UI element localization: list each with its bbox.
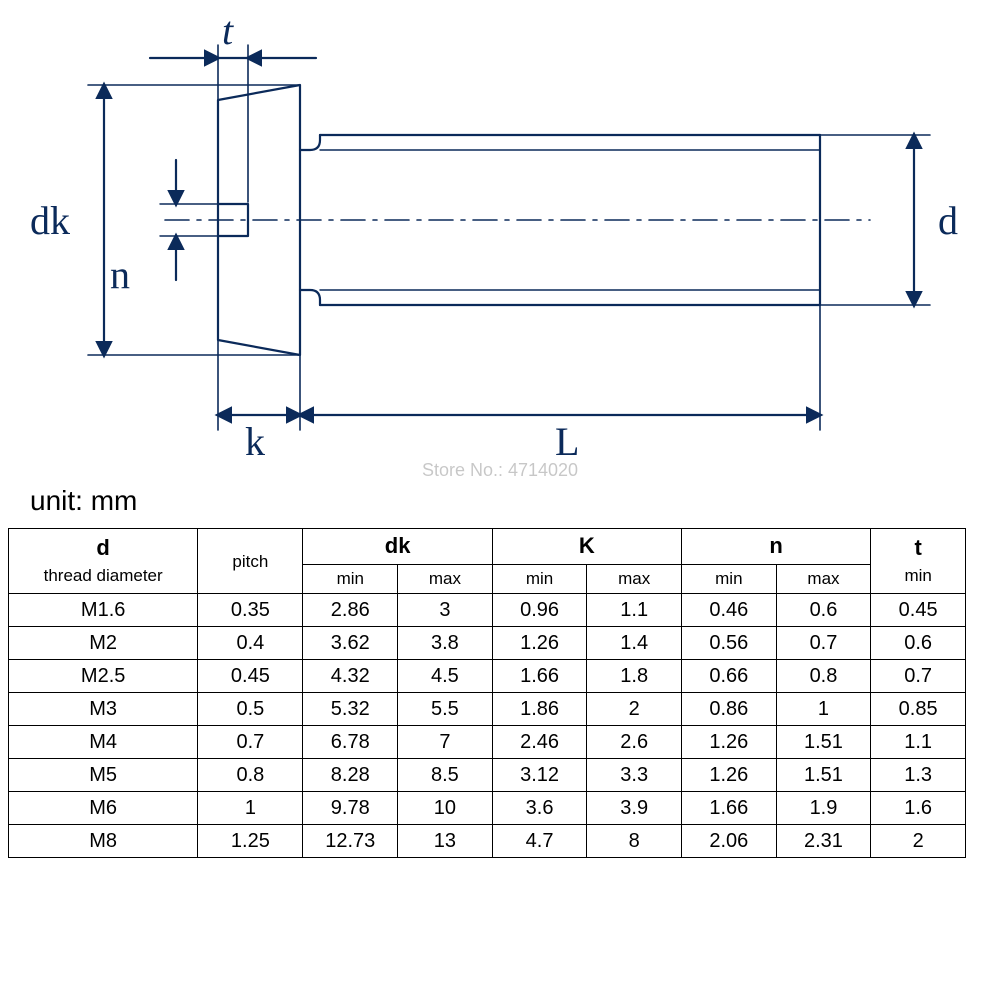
table-cell: 1.66 (492, 659, 587, 692)
table-cell: 5.32 (303, 692, 398, 725)
dimension-table: d thread diameter pitch dk K n t min min… (8, 528, 966, 858)
table-cell: 9.78 (303, 791, 398, 824)
table-row: M1.60.352.8630.961.10.460.60.45 (9, 593, 966, 626)
table-cell: 0.86 (682, 692, 777, 725)
table-cell: M4 (9, 725, 198, 758)
table-cell: 0.85 (871, 692, 966, 725)
table-cell: 2.06 (682, 824, 777, 857)
table-cell: 0.6 (871, 626, 966, 659)
dim-label-n: n (110, 252, 130, 297)
table-cell: 1.8 (587, 659, 682, 692)
dim-label-d: d (938, 198, 958, 243)
table-cell: 1.86 (492, 692, 587, 725)
table-row: M2.50.454.324.51.661.80.660.80.7 (9, 659, 966, 692)
table-cell: 1.9 (776, 791, 871, 824)
table-cell: 0.45 (871, 593, 966, 626)
table-row: M81.2512.73134.782.062.312 (9, 824, 966, 857)
table-cell: 0.7 (776, 626, 871, 659)
table-cell: 1 (198, 791, 303, 824)
table-cell: 3.8 (398, 626, 493, 659)
col-header-K: K (492, 529, 681, 565)
col-header-t: t min (871, 529, 966, 594)
table-cell: 1.6 (871, 791, 966, 824)
dim-label-k: k (245, 419, 265, 464)
table-cell: 1.26 (682, 725, 777, 758)
dim-label-L: L (555, 419, 579, 464)
table-cell: 1.25 (198, 824, 303, 857)
watermark-text: Store No.: 4714020 (422, 460, 578, 481)
table-cell: M8 (9, 824, 198, 857)
dim-label-t: t (222, 8, 234, 53)
unit-label: unit: mm (30, 485, 137, 517)
table-cell: 10 (398, 791, 493, 824)
table-cell: 1.26 (682, 758, 777, 791)
table-cell: 3.12 (492, 758, 587, 791)
col-header-pitch: pitch (198, 529, 303, 594)
table-cell: 0.66 (682, 659, 777, 692)
table-cell: 3.9 (587, 791, 682, 824)
table-cell: 1.1 (871, 725, 966, 758)
table-cell: 0.7 (198, 725, 303, 758)
table-cell: 3.62 (303, 626, 398, 659)
table-cell: 1 (776, 692, 871, 725)
col-header-dk: dk (303, 529, 492, 565)
table-cell: 6.78 (303, 725, 398, 758)
table-cell: 1.26 (492, 626, 587, 659)
table-cell: 8 (587, 824, 682, 857)
table-cell: M5 (9, 758, 198, 791)
table-cell: 3.6 (492, 791, 587, 824)
table-cell: 5.5 (398, 692, 493, 725)
table-cell: 8.5 (398, 758, 493, 791)
table-row: M50.88.288.53.123.31.261.511.3 (9, 758, 966, 791)
table-cell: 0.6 (776, 593, 871, 626)
table-cell: 1.66 (682, 791, 777, 824)
table-cell: 0.35 (198, 593, 303, 626)
table-cell: 0.5 (198, 692, 303, 725)
table-cell: 0.45 (198, 659, 303, 692)
table-cell: 1.51 (776, 758, 871, 791)
table-cell: 1.51 (776, 725, 871, 758)
table-cell: 1.1 (587, 593, 682, 626)
table-cell: 0.8 (198, 758, 303, 791)
table-cell: 2.46 (492, 725, 587, 758)
table-header-row-1: d thread diameter pitch dk K n t min (9, 529, 966, 565)
table-row: M619.78103.63.91.661.91.6 (9, 791, 966, 824)
table-cell: 4.7 (492, 824, 587, 857)
col-header-n: n (682, 529, 871, 565)
table-cell: M2 (9, 626, 198, 659)
col-header-d: d thread diameter (9, 529, 198, 594)
table-cell: 4.32 (303, 659, 398, 692)
table-cell: M1.6 (9, 593, 198, 626)
table-cell: 0.8 (776, 659, 871, 692)
table-cell: 4.5 (398, 659, 493, 692)
table-cell: 0.46 (682, 593, 777, 626)
table-cell: 0.4 (198, 626, 303, 659)
table-cell: 2.6 (587, 725, 682, 758)
table-cell: 1.3 (871, 758, 966, 791)
table-row: M40.76.7872.462.61.261.511.1 (9, 725, 966, 758)
table-cell: 0.7 (871, 659, 966, 692)
table-cell: 12.73 (303, 824, 398, 857)
dim-label-dk: dk (30, 198, 70, 243)
table-row: M30.55.325.51.8620.8610.85 (9, 692, 966, 725)
table-cell: 1.4 (587, 626, 682, 659)
table-cell: 2.86 (303, 593, 398, 626)
table-cell: 8.28 (303, 758, 398, 791)
table-cell: 7 (398, 725, 493, 758)
table-cell: M2.5 (9, 659, 198, 692)
table-cell: 0.56 (682, 626, 777, 659)
table-cell: 0.96 (492, 593, 587, 626)
table-cell: 2 (871, 824, 966, 857)
table-cell: 13 (398, 824, 493, 857)
table-cell: M6 (9, 791, 198, 824)
table-cell: 3 (398, 593, 493, 626)
table-row: M20.43.623.81.261.40.560.70.6 (9, 626, 966, 659)
table-cell: 2.31 (776, 824, 871, 857)
screw-diagram: t dk n k L d (0, 0, 1000, 490)
table-cell: 2 (587, 692, 682, 725)
table-cell: 3.3 (587, 758, 682, 791)
table-cell: M3 (9, 692, 198, 725)
